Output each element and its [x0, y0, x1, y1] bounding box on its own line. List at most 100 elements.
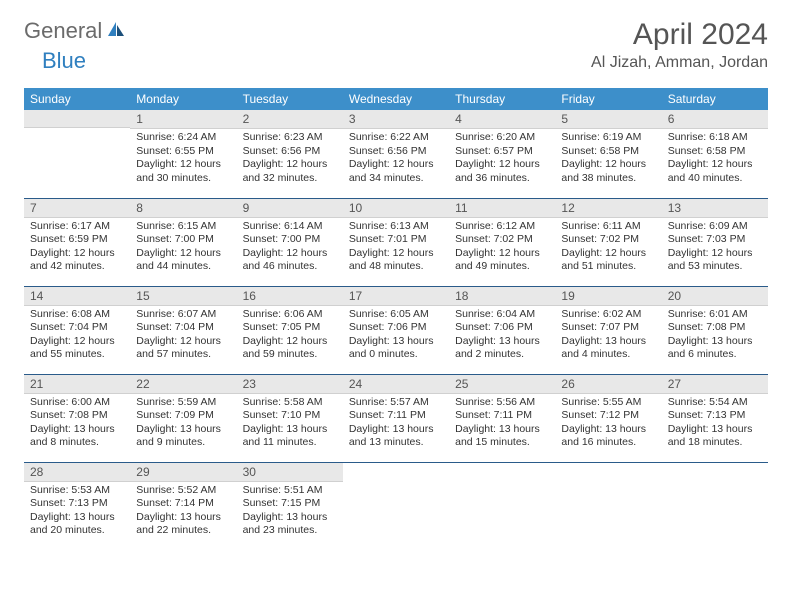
- daylight-text: Daylight: 12 hours: [136, 335, 230, 349]
- calendar-cell: [555, 462, 661, 550]
- sunrise-text: Sunrise: 6:17 AM: [30, 220, 124, 234]
- logo: General: [24, 18, 128, 44]
- daylight-text: and 22 minutes.: [136, 524, 230, 538]
- daylight-text: and 55 minutes.: [30, 348, 124, 362]
- day-number: [24, 110, 130, 128]
- sunrise-text: Sunrise: 6:15 AM: [136, 220, 230, 234]
- sunrise-text: Sunrise: 6:09 AM: [668, 220, 762, 234]
- sunrise-text: Sunrise: 6:22 AM: [349, 131, 443, 145]
- calendar-cell: 28Sunrise: 5:53 AMSunset: 7:13 PMDayligh…: [24, 462, 130, 550]
- daylight-text: Daylight: 13 hours: [561, 423, 655, 437]
- daylight-text: Daylight: 13 hours: [136, 423, 230, 437]
- daylight-text: and 11 minutes.: [243, 436, 337, 450]
- cell-body: Sunrise: 6:11 AMSunset: 7:02 PMDaylight:…: [555, 218, 661, 279]
- cell-body: Sunrise: 6:19 AMSunset: 6:58 PMDaylight:…: [555, 129, 661, 190]
- sunset-text: Sunset: 7:02 PM: [561, 233, 655, 247]
- daylight-text: Daylight: 12 hours: [349, 158, 443, 172]
- day-number: 14: [24, 287, 130, 306]
- cell-body: Sunrise: 6:13 AMSunset: 7:01 PMDaylight:…: [343, 218, 449, 279]
- daylight-text: Daylight: 12 hours: [30, 247, 124, 261]
- calendar-cell: 1Sunrise: 6:24 AMSunset: 6:55 PMDaylight…: [130, 110, 236, 198]
- sunrise-text: Sunrise: 6:20 AM: [455, 131, 549, 145]
- sunrise-text: Sunrise: 6:13 AM: [349, 220, 443, 234]
- daylight-text: and 8 minutes.: [30, 436, 124, 450]
- sunrise-text: Sunrise: 6:18 AM: [668, 131, 762, 145]
- location: Al Jizah, Amman, Jordan: [591, 54, 768, 72]
- daylight-text: and 49 minutes.: [455, 260, 549, 274]
- sunset-text: Sunset: 7:11 PM: [455, 409, 549, 423]
- calendar-cell: [24, 110, 130, 198]
- sunrise-text: Sunrise: 6:19 AM: [561, 131, 655, 145]
- calendar-cell: 30Sunrise: 5:51 AMSunset: 7:15 PMDayligh…: [237, 462, 343, 550]
- day-number: 3: [343, 110, 449, 129]
- daylight-text: Daylight: 12 hours: [668, 247, 762, 261]
- calendar-cell: 19Sunrise: 6:02 AMSunset: 7:07 PMDayligh…: [555, 286, 661, 374]
- day-header: Saturday: [662, 88, 768, 110]
- sunset-text: Sunset: 7:13 PM: [30, 497, 124, 511]
- day-number: 6: [662, 110, 768, 129]
- sunset-text: Sunset: 7:09 PM: [136, 409, 230, 423]
- daylight-text: and 15 minutes.: [455, 436, 549, 450]
- daylight-text: Daylight: 12 hours: [136, 247, 230, 261]
- day-number: 7: [24, 199, 130, 218]
- sunset-text: Sunset: 6:58 PM: [561, 145, 655, 159]
- cell-body: Sunrise: 6:17 AMSunset: 6:59 PMDaylight:…: [24, 218, 130, 279]
- cell-body: Sunrise: 6:08 AMSunset: 7:04 PMDaylight:…: [24, 306, 130, 367]
- calendar-cell: 14Sunrise: 6:08 AMSunset: 7:04 PMDayligh…: [24, 286, 130, 374]
- daylight-text: Daylight: 13 hours: [349, 423, 443, 437]
- day-number: 1: [130, 110, 236, 129]
- day-number: 20: [662, 287, 768, 306]
- calendar-cell: 27Sunrise: 5:54 AMSunset: 7:13 PMDayligh…: [662, 374, 768, 462]
- day-number: 29: [130, 463, 236, 482]
- calendar-cell: 15Sunrise: 6:07 AMSunset: 7:04 PMDayligh…: [130, 286, 236, 374]
- sunset-text: Sunset: 7:15 PM: [243, 497, 337, 511]
- daylight-text: and 46 minutes.: [243, 260, 337, 274]
- calendar-cell: 25Sunrise: 5:56 AMSunset: 7:11 PMDayligh…: [449, 374, 555, 462]
- daylight-text: and 34 minutes.: [349, 172, 443, 186]
- month-title: April 2024: [591, 18, 768, 52]
- daylight-text: Daylight: 12 hours: [455, 247, 549, 261]
- daylight-text: Daylight: 12 hours: [243, 247, 337, 261]
- sunset-text: Sunset: 7:12 PM: [561, 409, 655, 423]
- cell-body: Sunrise: 6:22 AMSunset: 6:56 PMDaylight:…: [343, 129, 449, 190]
- day-number: 9: [237, 199, 343, 218]
- sunset-text: Sunset: 7:11 PM: [349, 409, 443, 423]
- daylight-text: and 57 minutes.: [136, 348, 230, 362]
- sunset-text: Sunset: 6:58 PM: [668, 145, 762, 159]
- calendar-cell: 29Sunrise: 5:52 AMSunset: 7:14 PMDayligh…: [130, 462, 236, 550]
- daylight-text: Daylight: 12 hours: [561, 158, 655, 172]
- calendar-cell: 13Sunrise: 6:09 AMSunset: 7:03 PMDayligh…: [662, 198, 768, 286]
- calendar-cell: [449, 462, 555, 550]
- sunset-text: Sunset: 7:07 PM: [561, 321, 655, 335]
- cell-body: Sunrise: 6:05 AMSunset: 7:06 PMDaylight:…: [343, 306, 449, 367]
- day-number: 11: [449, 199, 555, 218]
- day-number: 8: [130, 199, 236, 218]
- day-number: 10: [343, 199, 449, 218]
- daylight-text: and 6 minutes.: [668, 348, 762, 362]
- calendar-cell: 7Sunrise: 6:17 AMSunset: 6:59 PMDaylight…: [24, 198, 130, 286]
- daylight-text: and 40 minutes.: [668, 172, 762, 186]
- day-number: 22: [130, 375, 236, 394]
- sunset-text: Sunset: 6:56 PM: [243, 145, 337, 159]
- daylight-text: and 59 minutes.: [243, 348, 337, 362]
- daylight-text: and 42 minutes.: [30, 260, 124, 274]
- sunrise-text: Sunrise: 5:52 AM: [136, 484, 230, 498]
- sunrise-text: Sunrise: 6:12 AM: [455, 220, 549, 234]
- cell-body: Sunrise: 5:57 AMSunset: 7:11 PMDaylight:…: [343, 394, 449, 455]
- day-number: 18: [449, 287, 555, 306]
- calendar-cell: 11Sunrise: 6:12 AMSunset: 7:02 PMDayligh…: [449, 198, 555, 286]
- calendar-cell: 2Sunrise: 6:23 AMSunset: 6:56 PMDaylight…: [237, 110, 343, 198]
- cell-body: Sunrise: 6:23 AMSunset: 6:56 PMDaylight:…: [237, 129, 343, 190]
- daylight-text: and 32 minutes.: [243, 172, 337, 186]
- cell-body: Sunrise: 5:58 AMSunset: 7:10 PMDaylight:…: [237, 394, 343, 455]
- daylight-text: Daylight: 13 hours: [455, 423, 549, 437]
- cell-body: Sunrise: 5:51 AMSunset: 7:15 PMDaylight:…: [237, 482, 343, 543]
- daylight-text: and 9 minutes.: [136, 436, 230, 450]
- day-number: 21: [24, 375, 130, 394]
- daylight-text: and 20 minutes.: [30, 524, 124, 538]
- calendar-cell: 23Sunrise: 5:58 AMSunset: 7:10 PMDayligh…: [237, 374, 343, 462]
- day-number: 16: [237, 287, 343, 306]
- day-number: 12: [555, 199, 661, 218]
- calendar-cell: 3Sunrise: 6:22 AMSunset: 6:56 PMDaylight…: [343, 110, 449, 198]
- day-number: 13: [662, 199, 768, 218]
